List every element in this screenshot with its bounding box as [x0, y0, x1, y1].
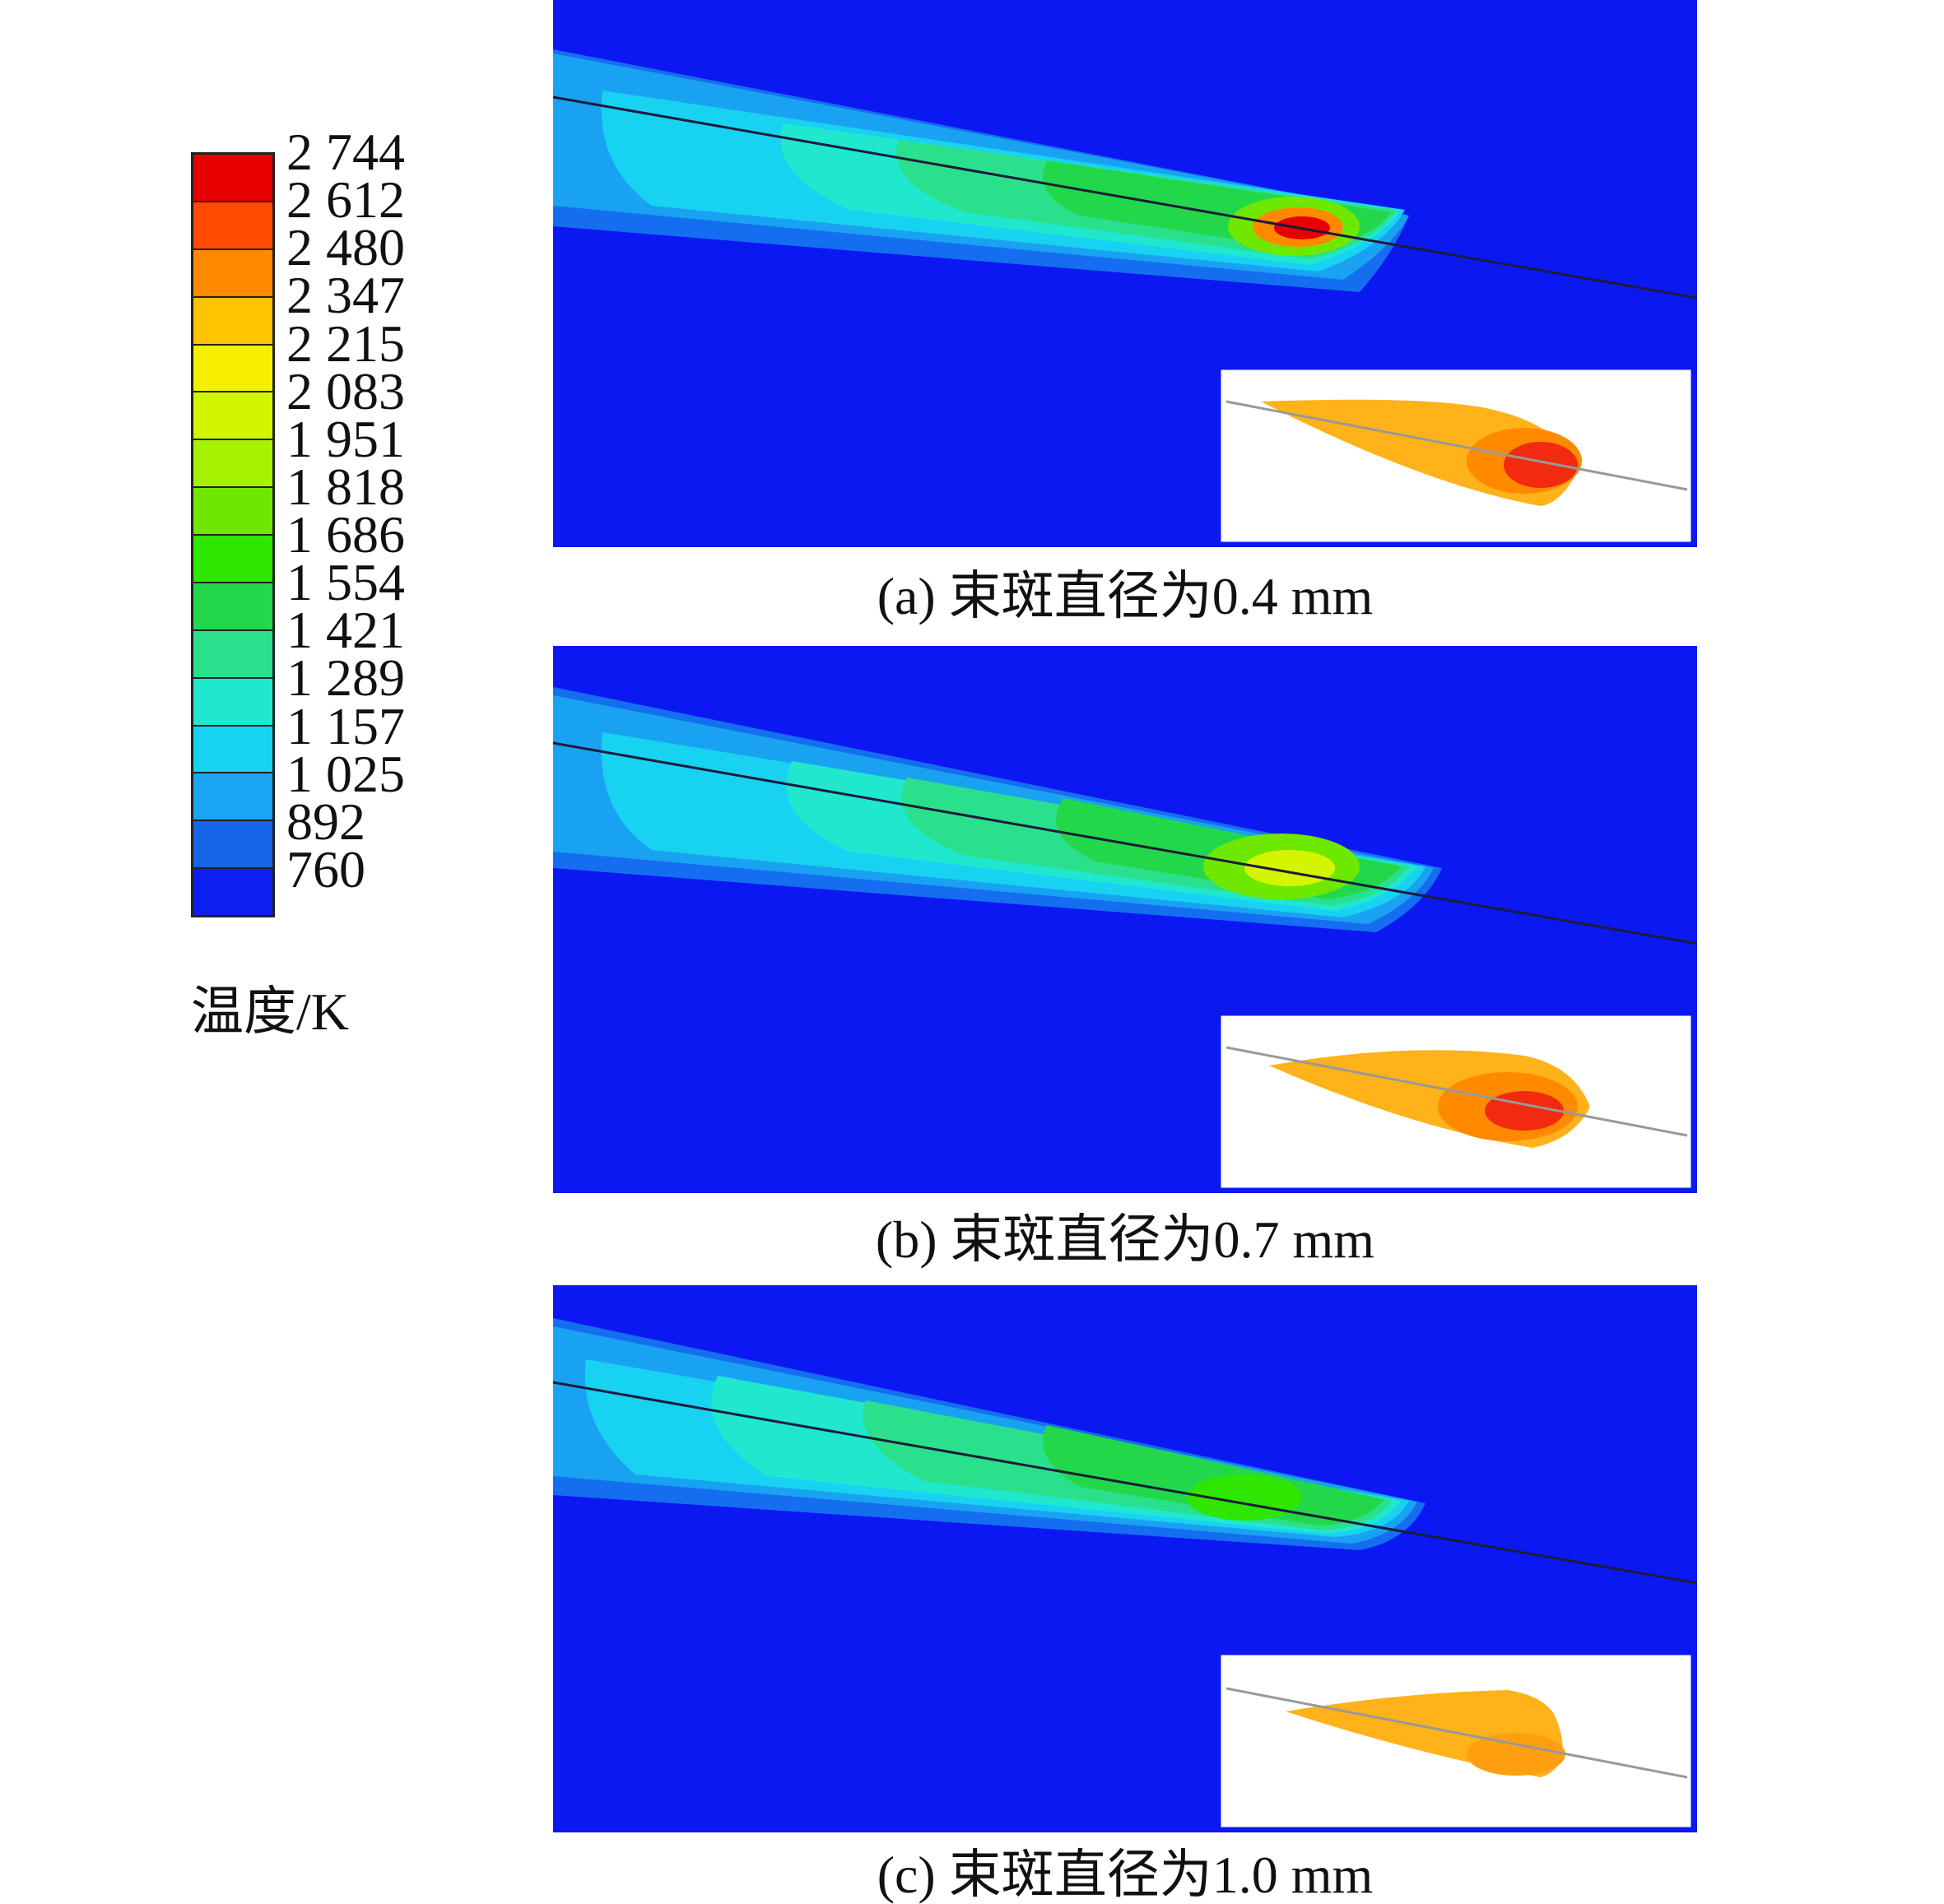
temperature-legend: 2 744 2 612 2 480 2 347 2 215 2 083 1 951 1 818… [0, 0, 527, 1070]
panel-b-caption: (b) 束斑直径为0.7 mm [875, 1210, 1375, 1269]
panel-a-temperature-field [553, 0, 1697, 547]
legend-swatch [193, 678, 272, 727]
legend-swatch [193, 392, 272, 441]
legend-swatch [193, 821, 272, 870]
legend-swatch [193, 488, 272, 536]
color-scale-bar [191, 152, 275, 917]
legend-level-label: 2 083 [286, 361, 405, 420]
legend-swatch [193, 536, 272, 583]
legend-level-label: 2 480 [286, 218, 405, 277]
legend-level-label: 1 025 [286, 744, 405, 803]
legend-swatch [193, 249, 272, 298]
legend-level-label: 2 347 [286, 266, 405, 325]
legend-swatch [193, 869, 272, 915]
legend-swatch [193, 773, 272, 822]
legend-swatch [193, 440, 272, 489]
panel-c-caption: (c) 束斑直径为1.0 mm [877, 1846, 1374, 1904]
legend-swatch [193, 345, 272, 393]
legend-swatch [193, 583, 272, 631]
panel-b-temperature-field [553, 646, 1697, 1193]
panel-a-caption: (a) 束斑直径为0.4 mm [877, 567, 1374, 625]
legend-level-label: 2 215 [286, 313, 405, 373]
legend-level-label: 1 289 [286, 648, 405, 708]
legend-level-label: 1 554 [286, 553, 405, 612]
legend-level-label: 1 686 [286, 505, 405, 564]
legend-level-label: 892 [286, 792, 365, 851]
legend-level-label: 760 [286, 839, 365, 899]
legend-level-label: 1 818 [286, 457, 405, 516]
legend-swatch [193, 297, 272, 346]
panel-c-temperature-field [553, 1285, 1697, 1832]
legend-level-label: 1 951 [286, 409, 405, 468]
legend-level-label: 1 157 [286, 696, 405, 755]
legend-level-label: 1 421 [286, 601, 405, 660]
legend-unit-label: 温度/K [191, 982, 349, 1041]
legend-swatch [193, 630, 272, 679]
legend-swatch [193, 726, 272, 774]
legend-swatch [193, 202, 272, 250]
legend-swatch [193, 155, 272, 202]
legend-level-label: 2 744 [286, 123, 405, 181]
legend-level-label: 2 612 [286, 170, 405, 230]
